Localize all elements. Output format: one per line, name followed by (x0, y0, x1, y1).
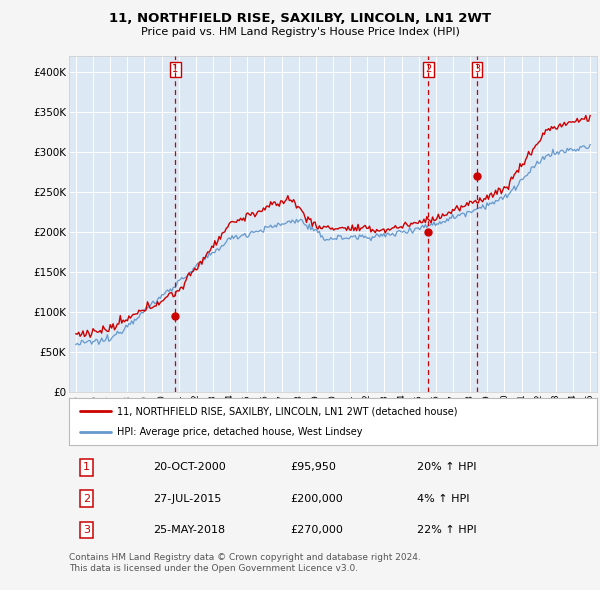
Text: 2: 2 (425, 64, 431, 74)
Text: HPI: Average price, detached house, West Lindsey: HPI: Average price, detached house, West… (116, 427, 362, 437)
Text: 22% ↑ HPI: 22% ↑ HPI (418, 525, 477, 535)
Text: 3: 3 (474, 64, 480, 74)
Text: Price paid vs. HM Land Registry's House Price Index (HPI): Price paid vs. HM Land Registry's House … (140, 27, 460, 37)
Text: Contains HM Land Registry data © Crown copyright and database right 2024.
This d: Contains HM Land Registry data © Crown c… (69, 553, 421, 573)
Text: £95,950: £95,950 (291, 463, 337, 473)
Text: 11, NORTHFIELD RISE, SAXILBY, LINCOLN, LN1 2WT: 11, NORTHFIELD RISE, SAXILBY, LINCOLN, L… (109, 12, 491, 25)
Text: 25-MAY-2018: 25-MAY-2018 (154, 525, 226, 535)
Text: 4% ↑ HPI: 4% ↑ HPI (418, 494, 470, 503)
Text: 20% ↑ HPI: 20% ↑ HPI (418, 463, 477, 473)
Text: 27-JUL-2015: 27-JUL-2015 (154, 494, 222, 503)
Text: 2: 2 (83, 494, 90, 503)
Text: 1: 1 (83, 463, 90, 473)
Text: 20-OCT-2000: 20-OCT-2000 (154, 463, 226, 473)
Text: £200,000: £200,000 (291, 494, 344, 503)
Text: 3: 3 (83, 525, 90, 535)
Text: 1: 1 (172, 64, 178, 74)
Text: £270,000: £270,000 (291, 525, 344, 535)
Text: 11, NORTHFIELD RISE, SAXILBY, LINCOLN, LN1 2WT (detached house): 11, NORTHFIELD RISE, SAXILBY, LINCOLN, L… (116, 407, 457, 417)
